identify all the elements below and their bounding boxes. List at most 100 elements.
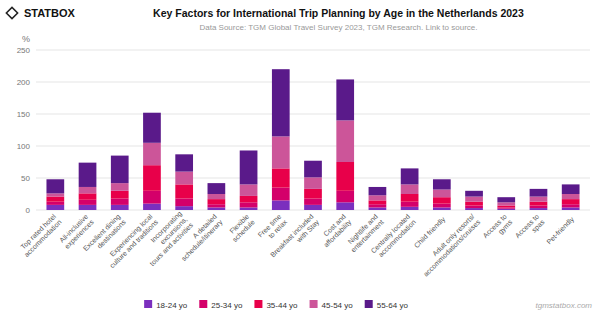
bar-segment — [562, 204, 580, 207]
x-tick-label-line: spas — [530, 218, 546, 234]
bar-segment — [465, 191, 483, 197]
legend-label: 25-34 yo — [211, 301, 243, 310]
bar-segment — [175, 154, 193, 171]
bar-segment — [143, 165, 161, 191]
bar-segment — [562, 184, 580, 194]
x-tick-label-line: affordability — [322, 218, 353, 249]
bar-segment — [369, 204, 387, 207]
bar-segment — [272, 168, 290, 187]
bar-segment — [562, 199, 580, 204]
bar-segment — [497, 207, 515, 208]
legend-swatch — [199, 300, 207, 308]
bar-segment — [304, 198, 322, 204]
bar-segment — [433, 207, 451, 210]
y-tick-label: 150 — [17, 110, 31, 119]
bar-segment — [497, 209, 515, 210]
bar-segment — [401, 207, 419, 210]
title: Key Factors for International Trip Plann… — [153, 7, 524, 19]
bar-segment — [208, 204, 226, 207]
bar-segment — [465, 197, 483, 202]
bar-segment — [497, 202, 515, 205]
bar-segment — [562, 207, 580, 210]
bar-segment — [240, 196, 258, 202]
legend: 18-24 yo25-34 yo35-44 yo45-54 yo55-64 yo — [144, 300, 408, 310]
bar-segment — [530, 206, 548, 209]
legend-item: 55-64 yo — [365, 300, 409, 310]
bar-segment — [143, 143, 161, 165]
bar-segment — [562, 194, 580, 199]
grid — [36, 50, 590, 210]
x-tick-label-line: accommodation — [377, 218, 417, 258]
bar-segment — [336, 162, 354, 191]
bar-segment — [401, 202, 419, 207]
grid-line — [36, 146, 590, 147]
watermark: tgmstatbox.com — [536, 301, 593, 310]
x-tick-label: Access togyms — [481, 212, 514, 245]
x-tick-label: Adult only resorts/accommodations/cruise… — [416, 212, 481, 277]
y-axis-label: % — [22, 34, 30, 44]
x-tick-label: Flexibleschedule — [225, 213, 256, 244]
bar-segment — [272, 136, 290, 168]
bar-segment — [369, 200, 387, 204]
bar-segment — [401, 168, 419, 184]
bar-segment — [304, 189, 322, 199]
y-tick-label: 200 — [17, 78, 31, 87]
bar-segment — [46, 179, 64, 193]
bar-segment — [465, 202, 483, 206]
x-tick-label: Breakfast includedwith Stay — [269, 212, 321, 264]
bar-segment — [433, 179, 451, 189]
bar-segment — [401, 194, 419, 202]
bar-segment — [111, 183, 129, 191]
legend-label: 55-64 yo — [377, 301, 409, 310]
bar-segment — [304, 161, 322, 178]
bar-segment — [433, 197, 451, 203]
x-tick-label: Top rated hotelaccommodation — [17, 212, 63, 258]
bar-segment — [272, 200, 290, 210]
bar-segment — [143, 191, 161, 204]
x-tick-label-line: gyms — [497, 218, 515, 236]
bar-segment — [208, 183, 226, 194]
bar-segment — [79, 200, 97, 205]
bar-segment — [304, 177, 322, 189]
bar-segment — [530, 208, 548, 210]
bar-segment — [272, 188, 290, 201]
bar-segment — [433, 190, 451, 198]
grid-line — [36, 82, 590, 83]
bars — [46, 69, 579, 210]
grid-line — [36, 114, 590, 115]
legend-swatch — [144, 300, 152, 308]
legend-swatch — [254, 300, 262, 308]
x-tick-label: Cost andaffordability — [317, 212, 354, 249]
y-tick-label: 250 — [17, 46, 31, 55]
x-tick-label-line: schedule — [231, 218, 256, 243]
x-tick-label-line: schedule/itinerary — [180, 218, 225, 263]
x-tick-label-line: Experiencing local — [108, 212, 154, 258]
x-tick-label: A detailedschedule/itinerary — [174, 212, 224, 262]
bar-segment — [336, 120, 354, 162]
x-tick-label-line: accommodations/cruises — [422, 218, 482, 278]
bar-segment — [401, 184, 419, 194]
bar-segment — [46, 205, 64, 210]
x-tick-label: Access tospas — [514, 212, 547, 245]
bar-segment — [497, 206, 515, 208]
bar-segment — [46, 197, 64, 202]
bar-segment — [304, 205, 322, 210]
legend-item: 35-44 yo — [254, 300, 298, 310]
x-tick-label-line: Pet-friendly — [545, 215, 576, 246]
x-tick-label-line: with Stay — [295, 218, 322, 245]
bar-segment — [46, 193, 64, 196]
bar-segment — [175, 172, 193, 185]
bar-segment — [530, 202, 548, 206]
grid-line — [36, 50, 590, 51]
x-tick-label: Pet-friendly — [545, 215, 576, 246]
x-tick-label-line: accommodation — [23, 218, 63, 258]
bar-segment — [175, 206, 193, 210]
bar-segment — [336, 79, 354, 120]
x-tick-label-line: Adult only resorts/ — [431, 213, 476, 258]
x-tick-label: Centrally locatedaccommodation — [369, 213, 417, 261]
bar-segment — [208, 199, 226, 204]
bar-segment — [530, 197, 548, 202]
legend-item: 45-54 yo — [310, 300, 354, 310]
subtitle: Data Source: TGM Global Travel Survey 20… — [199, 23, 477, 32]
chart: STATBOXKey Factors for International Tri… — [0, 0, 600, 314]
